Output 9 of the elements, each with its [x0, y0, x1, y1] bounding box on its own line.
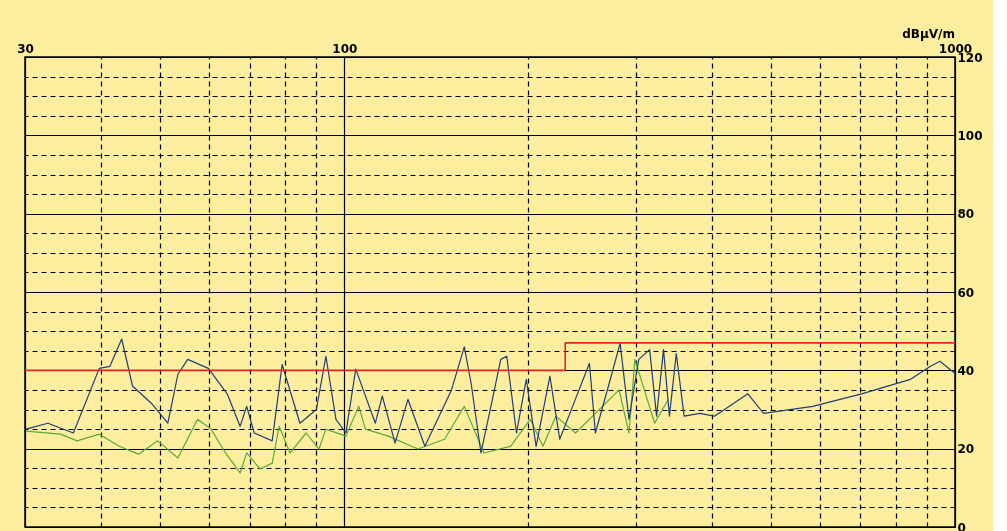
y-tick-label: 60 [957, 285, 975, 300]
x-tick-label: 30 [17, 41, 34, 56]
y-tick-label: 100 [957, 128, 983, 143]
y-axis-title: dBµV/m [902, 27, 955, 41]
y-tick-label: 40 [957, 363, 975, 378]
y-tick-label: 80 [957, 207, 975, 222]
x-tick-label: 100 [332, 41, 358, 56]
y-tick-label: 0 [957, 520, 966, 531]
y-tick-label: 20 [957, 442, 975, 457]
